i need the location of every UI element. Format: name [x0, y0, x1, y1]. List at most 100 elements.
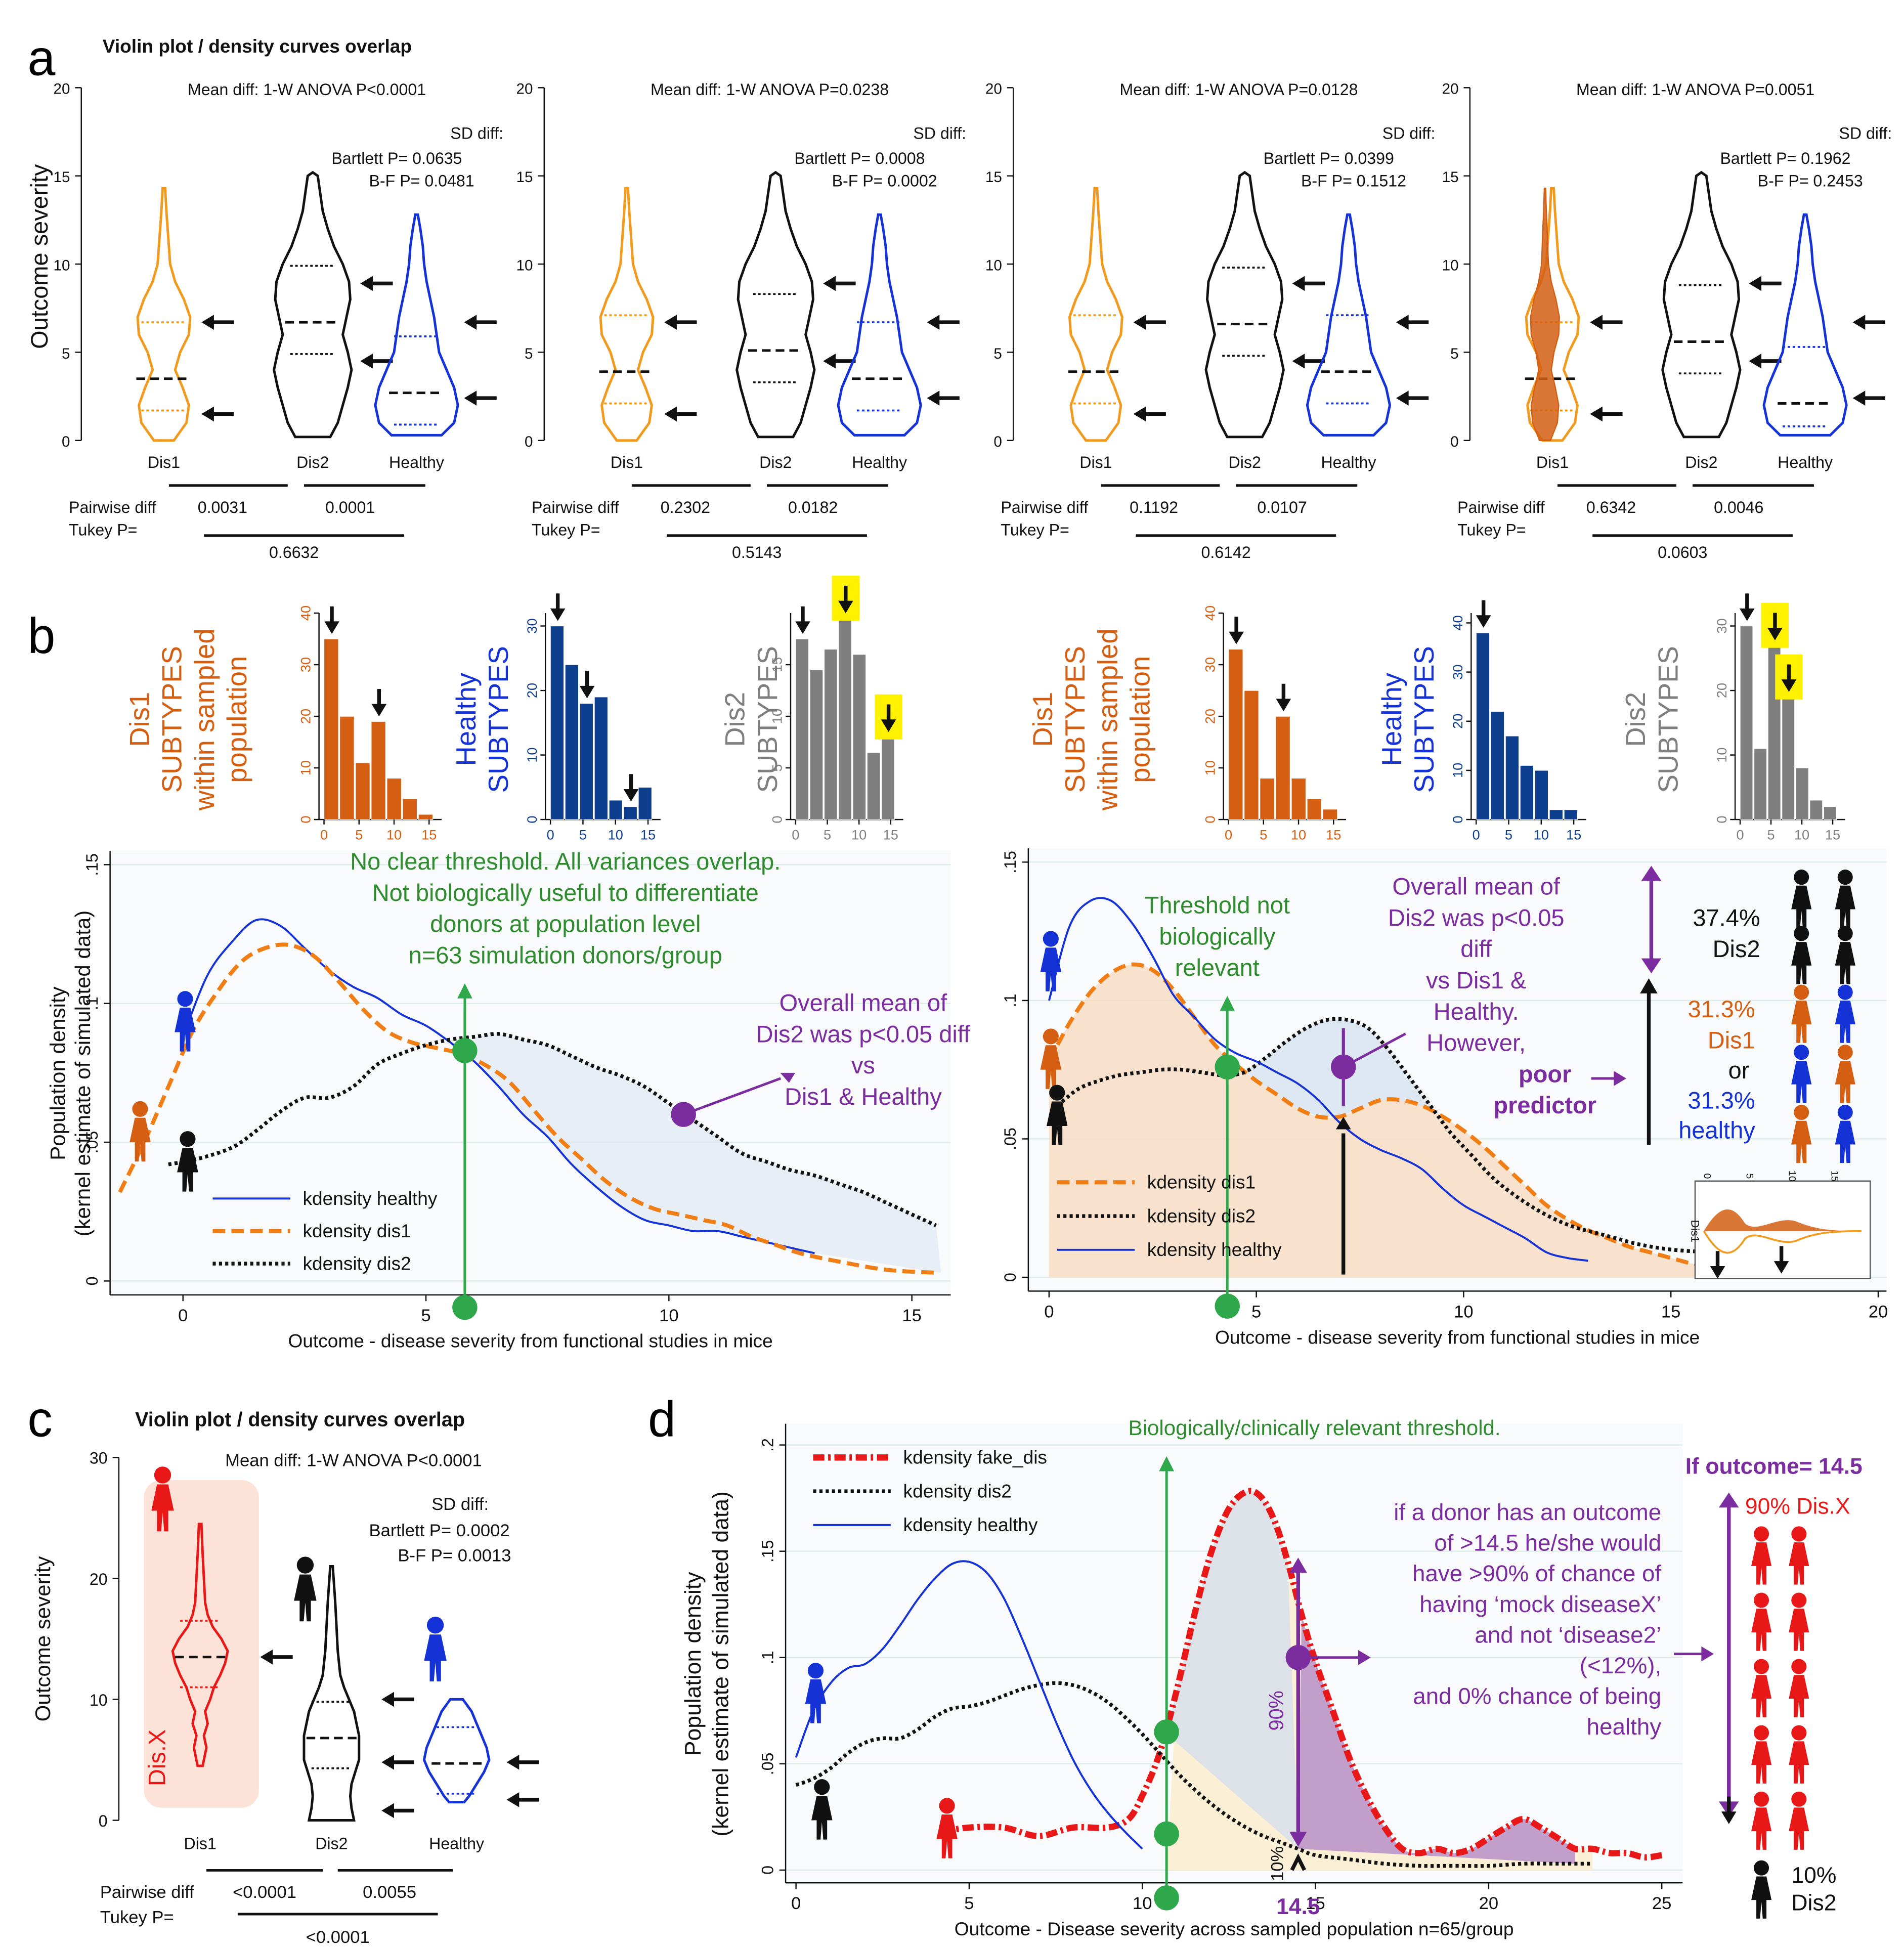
person-body	[177, 1148, 198, 1192]
x-tick-label: 15	[1306, 1894, 1325, 1913]
sd-label: SD diff:	[431, 1495, 489, 1514]
subtype-arrow-head	[1739, 608, 1755, 621]
inset-tick: 5	[1744, 1173, 1755, 1179]
person-body	[1040, 1045, 1062, 1089]
range-arrowhead	[1641, 958, 1662, 974]
disx-person	[1751, 1526, 1772, 1585]
histogram-bar	[1823, 806, 1837, 820]
panel-a-letter: a	[27, 30, 55, 86]
subtype-arrow-head	[881, 719, 896, 732]
pct-dis1: 31.3%	[1688, 995, 1755, 1022]
violin-dis2	[1661, 170, 1742, 439]
annotation-green: relevant	[1175, 954, 1260, 981]
tukey-label: Tukey P=	[532, 521, 600, 539]
y-tick-label: 40	[1450, 615, 1465, 630]
x-tick-label: Dis2	[315, 1834, 348, 1852]
x-tick-label: Dis2	[759, 453, 792, 471]
person-body	[811, 1796, 833, 1840]
y-tick-label: 20	[516, 81, 533, 98]
y-tick-label: .1	[83, 997, 101, 1010]
histogram-4: Dis1 SUBTYPES within sampled population 0 10 2…	[1027, 605, 1347, 843]
histogram-bar	[339, 716, 355, 820]
histogram-bar	[1322, 809, 1338, 820]
tukey-p13: 0.0603	[1658, 543, 1707, 561]
histogram-bar	[418, 814, 434, 820]
arrow-dis1-head	[664, 406, 677, 422]
bf-p: B-F P= 0.2453	[1758, 172, 1863, 190]
y-tick-label: .05	[758, 1753, 776, 1776]
pairwise-label: Pairwise diff	[532, 498, 619, 516]
x-tick-label: Dis1	[1536, 453, 1569, 471]
x-axis-title: Outcome - Disease severity across sample…	[955, 1918, 1514, 1939]
subtype-label: within sampled	[189, 628, 220, 811]
panel-a-subplot-1: 0 5 10 15 20 Dis1 Dis2 Healthy Mean diff: 1-W AN…	[53, 80, 503, 561]
y-tick-label: 20	[53, 81, 70, 98]
x-tick-label: 0	[792, 827, 799, 843]
person-head	[1754, 1659, 1769, 1674]
histogram-bar	[1564, 809, 1578, 820]
arrow-dis2-head	[1292, 353, 1305, 369]
subtype-arrow-head	[1781, 679, 1797, 692]
annotation-green: Threshold not	[1145, 892, 1290, 919]
y-tick-label: 15	[53, 169, 70, 186]
y-tick-label: 20	[1714, 683, 1729, 698]
y-tick-label: 0	[524, 816, 540, 824]
annotation-purple-bold: predictor	[1493, 1092, 1596, 1118]
dis1-icon	[1040, 1028, 1062, 1089]
tukey-p13: 0.6142	[1201, 543, 1250, 561]
person-body	[805, 1679, 827, 1723]
up-arrowhead	[1640, 978, 1658, 993]
y-tick-label: 40	[1202, 605, 1218, 621]
y-tick-label: 0	[297, 816, 313, 824]
histogram-bar	[386, 777, 402, 820]
y-tick-label: 5	[525, 345, 533, 362]
y-tick-label: 0	[1001, 1273, 1019, 1282]
person-head	[1791, 1659, 1807, 1674]
pct-dis2-label: Dis2	[1713, 935, 1760, 962]
panel-a-ylabel: Outcome severity	[26, 164, 53, 349]
y-tick-label: 0	[83, 1276, 101, 1285]
inset-label: Dis1	[1689, 1220, 1702, 1242]
subtype-label: SUBTYPES	[1409, 646, 1440, 793]
arrow-healthy-head	[464, 391, 477, 406]
y-tick-label: .15	[83, 853, 101, 876]
arrow-dis1-head	[1590, 315, 1603, 330]
y-tick-label: 40	[297, 605, 313, 621]
y-tick-label: 0	[993, 434, 1002, 450]
histogram-bar	[1505, 735, 1520, 820]
person-body	[1791, 942, 1812, 984]
x-tick-label: 5	[1505, 827, 1512, 843]
histogram-bar	[1260, 777, 1275, 820]
panel-b-right-density: 0 .05 .1 .15 0 5 10 15 20 Outcome - disease sever…	[1001, 848, 1888, 1348]
arrow-dis2-head	[1292, 276, 1305, 291]
pct-dis1-label: Dis1	[1708, 1027, 1755, 1054]
healthy-icon	[805, 1663, 827, 1723]
annotation-purple: Dis2 was p<0.05 diff	[756, 1020, 971, 1047]
curve-kdensity-healthy	[1048, 897, 1588, 1262]
x-tick-label: 15	[902, 1306, 922, 1325]
y-tick-label: 10	[1442, 257, 1459, 274]
x-tick-label: Healthy	[1321, 453, 1376, 471]
y-tick-label: 10	[90, 1691, 108, 1709]
person-body	[1046, 1101, 1068, 1146]
subtype-arrow-head	[324, 621, 339, 634]
tukey-label: Tukey P=	[100, 1908, 174, 1927]
histogram-bar	[838, 618, 852, 820]
x-tick-label: 20	[1479, 1894, 1499, 1913]
histogram-2: Healthy SUBTYPES 0 10 20 30 0 5 10 15	[451, 593, 661, 843]
x-tick-label: 10	[608, 827, 623, 843]
legend-label: kdensity healthy	[302, 1188, 437, 1209]
annotation-green: No clear threshold. All variances overla…	[350, 848, 781, 875]
person-body	[1789, 1542, 1809, 1585]
y-axis-title-2: (kernel estimate of simulated data)	[71, 911, 95, 1237]
y-tick-label: 20	[1450, 714, 1465, 729]
y-tick-label: 30	[90, 1449, 108, 1467]
annotation-purple: Overall mean of	[780, 989, 947, 1016]
y-tick-label: 10	[516, 257, 533, 274]
arrow-dis2-head	[360, 276, 373, 291]
dis2-icon	[177, 1131, 198, 1192]
y-tick-label: 20	[1202, 709, 1218, 724]
y-tick-label: 0	[1450, 816, 1465, 824]
subtype-arrow-head	[1229, 631, 1244, 644]
y-tick-label: 10	[297, 760, 313, 775]
